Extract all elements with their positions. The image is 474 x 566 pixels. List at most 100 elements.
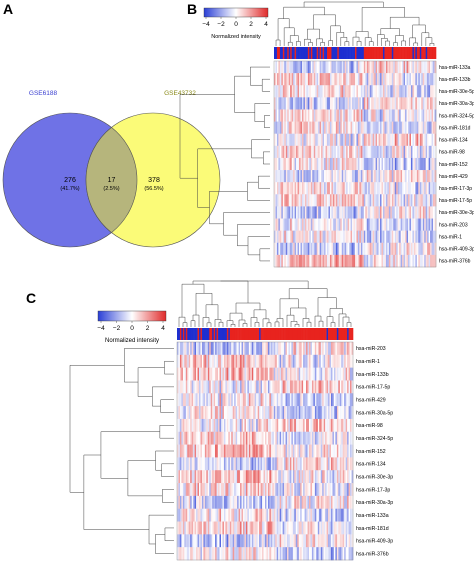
heatmap-cell (201, 470, 204, 484)
heatmap-cell (222, 495, 225, 509)
heatmap-cell (335, 109, 338, 122)
heatmap-cell (335, 393, 338, 407)
heatmap-cell (296, 85, 298, 98)
heatmap-cell (431, 194, 434, 207)
heatmap-cell (203, 547, 206, 561)
heatmap-cell (309, 61, 312, 74)
heatmap-cell (416, 145, 419, 159)
heatmap-cell (365, 218, 368, 231)
heatmap-cell (360, 206, 363, 219)
heatmap-cell (408, 182, 410, 195)
heatmap-cell (341, 393, 344, 407)
heatmap-cell (300, 470, 302, 484)
heatmap-cell (332, 182, 335, 195)
heatmap-cell (269, 534, 272, 548)
heatmap-cell (238, 354, 241, 368)
heatmap-cell (359, 182, 362, 195)
heatmap-cell (303, 97, 306, 110)
heatmap-cell (359, 61, 362, 74)
heatmap-cell (335, 206, 338, 219)
heatmap-cell (343, 109, 345, 122)
heatmap-cell (251, 483, 254, 497)
heatmap-cell (266, 508, 269, 522)
heatmap-cell (356, 133, 359, 147)
heatmap-cell (430, 145, 432, 159)
heatmap-cell (244, 495, 247, 509)
heatmap-cell (288, 393, 291, 407)
group-bar-cell (341, 328, 344, 340)
heatmap-cell (333, 444, 336, 458)
heatmap-cell (353, 206, 356, 219)
heatmap-cell (273, 342, 276, 356)
heatmap-cell (412, 254, 415, 268)
heatmap-cell (287, 242, 290, 256)
heatmap-cell (319, 521, 322, 535)
heatmap-cell (371, 206, 373, 219)
heatmap-cell (190, 342, 192, 356)
heatmap-cell (328, 444, 330, 458)
heatmap-cell (297, 182, 300, 195)
heatmap-cell (321, 133, 323, 147)
heatmap-cell (336, 508, 339, 522)
group-bar-cell (248, 328, 251, 340)
heatmap-cell (267, 367, 270, 381)
heatmap-cell (237, 342, 239, 356)
heatmap-cell (352, 61, 354, 74)
heatmap-cell (187, 547, 190, 561)
heatmap-cell (243, 547, 245, 561)
heatmap-cell (218, 508, 220, 522)
heatmap-cell (416, 254, 419, 268)
heatmap-cell (250, 547, 253, 561)
heatmap-cell (331, 508, 333, 522)
heatmap-cell (298, 483, 301, 497)
heatmap-cell (207, 354, 210, 368)
heatmap-cell (335, 444, 338, 458)
heatmap-cell (346, 85, 348, 98)
heatmap-cell (276, 109, 279, 122)
heatmap-cell (262, 483, 264, 497)
heatmap-cell (225, 418, 228, 433)
heatmap-cell (345, 431, 348, 445)
heatmap-cell (390, 194, 393, 207)
heatmap-cell (298, 354, 301, 368)
heatmap-cell (296, 182, 298, 195)
heatmap-cell (279, 521, 282, 535)
heatmap-cell (320, 431, 323, 445)
heatmap-cell (433, 73, 435, 86)
heatmap-cell (380, 97, 382, 110)
heatmap-cell (318, 230, 320, 244)
heatmap-cell (266, 406, 269, 420)
heatmap-cell (285, 393, 288, 407)
heatmap-cell (191, 431, 194, 445)
heatmap-cell (366, 230, 369, 244)
heatmap-cell (279, 85, 282, 98)
heatmap-cell (380, 121, 382, 135)
heatmap-cell (321, 61, 323, 74)
heatmap-cell (388, 85, 391, 98)
heatmap-cell (296, 230, 298, 244)
heatmap-cell (223, 483, 226, 497)
heatmap-cell (399, 133, 401, 147)
heatmap-cell (223, 521, 226, 535)
heatmap-cell (331, 406, 333, 420)
heatmap-cell (332, 97, 335, 110)
heatmap-cell (409, 97, 412, 110)
heatmap-cell (323, 431, 326, 445)
heatmap-cell (316, 73, 319, 86)
heatmap-cell (327, 61, 329, 74)
heatmap-cell (313, 495, 316, 509)
heatmap-cell (206, 354, 209, 368)
heatmap-cell (351, 418, 354, 433)
heatmap-cell (309, 182, 312, 195)
heatmap-cell (210, 547, 213, 561)
heatmap-cell (347, 483, 349, 497)
heatmap-cell (223, 393, 226, 407)
heatmap-cell (306, 230, 309, 244)
heatmap-cell (351, 534, 354, 548)
heatmap-cell (298, 547, 301, 561)
heatmap-row-label: hsa-miR-203 (439, 222, 468, 228)
heatmap-cell (289, 483, 292, 497)
heatmap-cell (326, 418, 329, 433)
heatmap-cell (253, 354, 256, 368)
heatmap-cell (328, 470, 330, 484)
